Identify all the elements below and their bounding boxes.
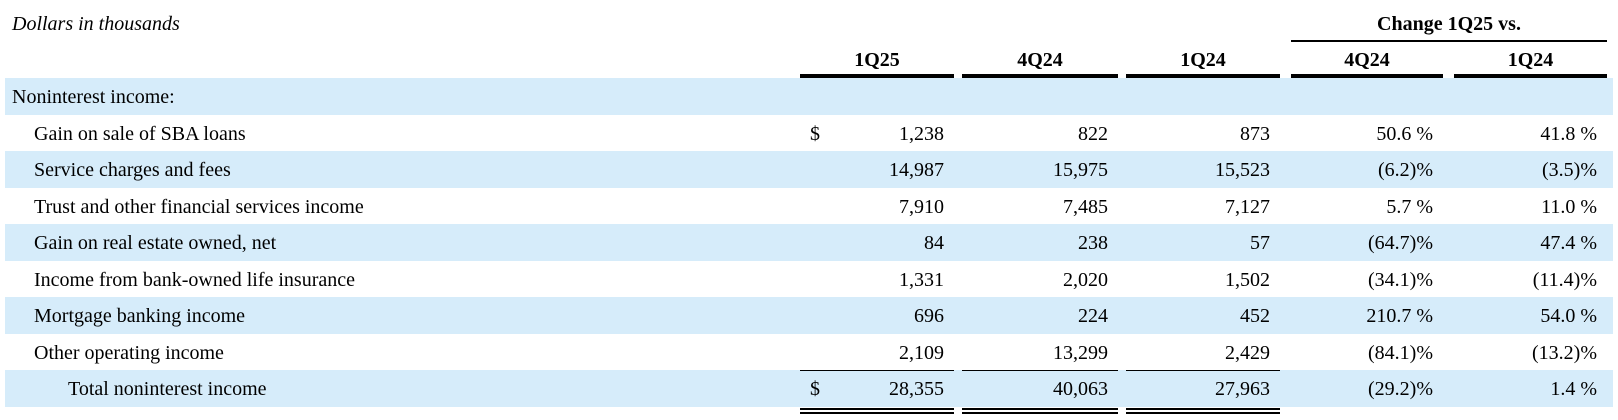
cell-value: 13,299 [1053, 341, 1108, 364]
cell-value: 5.7 % [1386, 195, 1433, 218]
row-label: Income from bank-owned life insurance [34, 268, 355, 291]
cell-value: 15,975 [1053, 159, 1108, 181]
group-header: Change 1Q25 vs. [1377, 13, 1521, 35]
cell-value: 57 [1250, 232, 1270, 254]
cell-value: 2,109 [899, 341, 944, 364]
cell-value: 7,485 [1063, 195, 1108, 218]
column-rule [800, 74, 954, 78]
column-header: 4Q24 [1344, 49, 1390, 71]
cell-value: 27,963 [1215, 378, 1270, 400]
cell-value: (34.1)% [1368, 268, 1433, 291]
cell-value: 822 [1078, 122, 1108, 145]
subtotal-rule [1126, 370, 1280, 371]
subtotal-rule [962, 370, 1118, 371]
cell-value: 2,429 [1225, 341, 1270, 364]
cell-value: (29.2)% [1368, 378, 1433, 400]
cell-value: 28,355 [889, 378, 944, 400]
double-rule [800, 407, 954, 410]
cell-value: 1.4 % [1550, 378, 1597, 400]
row-label: Other operating income [34, 341, 224, 364]
row-band [5, 78, 1613, 115]
subtotal-rule [800, 370, 954, 371]
cell-value: 2,020 [1063, 268, 1108, 291]
double-rule [800, 411, 954, 414]
cell-value: (3.5)% [1542, 159, 1597, 181]
currency-sign: $ [810, 378, 820, 400]
cell-value: 15,523 [1215, 159, 1270, 181]
column-header: 4Q24 [1017, 49, 1063, 71]
group-rule [1291, 40, 1607, 42]
row-band [5, 370, 1613, 407]
row-label: Mortgage banking income [34, 305, 246, 327]
total-label: Total noninterest income [68, 378, 267, 400]
column-rule [1126, 74, 1280, 78]
row-band [5, 151, 1613, 188]
cell-value: 41.8 % [1540, 122, 1597, 145]
column-rule [1291, 74, 1443, 78]
cell-value: 452 [1240, 305, 1270, 327]
column-header: 1Q24 [1507, 49, 1554, 71]
cell-value: 1,502 [1225, 268, 1270, 291]
row-label: Trust and other financial services incom… [34, 195, 364, 218]
double-rule [1126, 407, 1280, 410]
column-header: 1Q25 [854, 49, 900, 71]
cell-value: 873 [1240, 122, 1270, 145]
cell-value: 40,063 [1053, 378, 1108, 400]
row-band [5, 224, 1613, 261]
column-rule [1454, 74, 1607, 78]
cell-value: 84 [924, 232, 944, 254]
cell-value: 7,127 [1225, 195, 1270, 218]
cell-value: 14,987 [889, 159, 944, 181]
table-note: Dollars in thousands [12, 13, 180, 35]
cell-value: (64.7)% [1368, 232, 1433, 254]
row-label: Gain on real estate owned, net [34, 232, 277, 254]
double-rule [962, 407, 1118, 410]
cell-value: 224 [1078, 305, 1108, 327]
row-label: Gain on sale of SBA loans [34, 122, 246, 145]
double-rule [962, 411, 1118, 414]
cell-value: (6.2)% [1378, 159, 1433, 181]
cell-value: (84.1)% [1368, 341, 1433, 364]
cell-value: (13.2)% [1532, 341, 1597, 364]
column-header: 1Q24 [1180, 49, 1226, 71]
cell-value: 696 [914, 305, 944, 327]
row-band [5, 297, 1613, 334]
row-label: Service charges and fees [34, 159, 231, 181]
cell-value: 54.0 % [1540, 305, 1597, 327]
cell-value: 1,238 [899, 122, 944, 145]
column-rule [962, 74, 1118, 78]
currency-sign: $ [810, 122, 820, 145]
cell-value: 1,331 [899, 268, 944, 291]
cell-value: 7,910 [899, 195, 944, 218]
cell-value: 238 [1078, 232, 1108, 254]
cell-value: 11.0 % [1541, 195, 1597, 218]
cell-value: 47.4 % [1540, 232, 1597, 254]
section-label: Noninterest income: [12, 86, 175, 108]
cell-value: 210.7 % [1366, 305, 1433, 327]
double-rule [1126, 411, 1280, 414]
cell-value: (11.4)% [1532, 268, 1597, 291]
cell-value: 50.6 % [1376, 122, 1433, 145]
